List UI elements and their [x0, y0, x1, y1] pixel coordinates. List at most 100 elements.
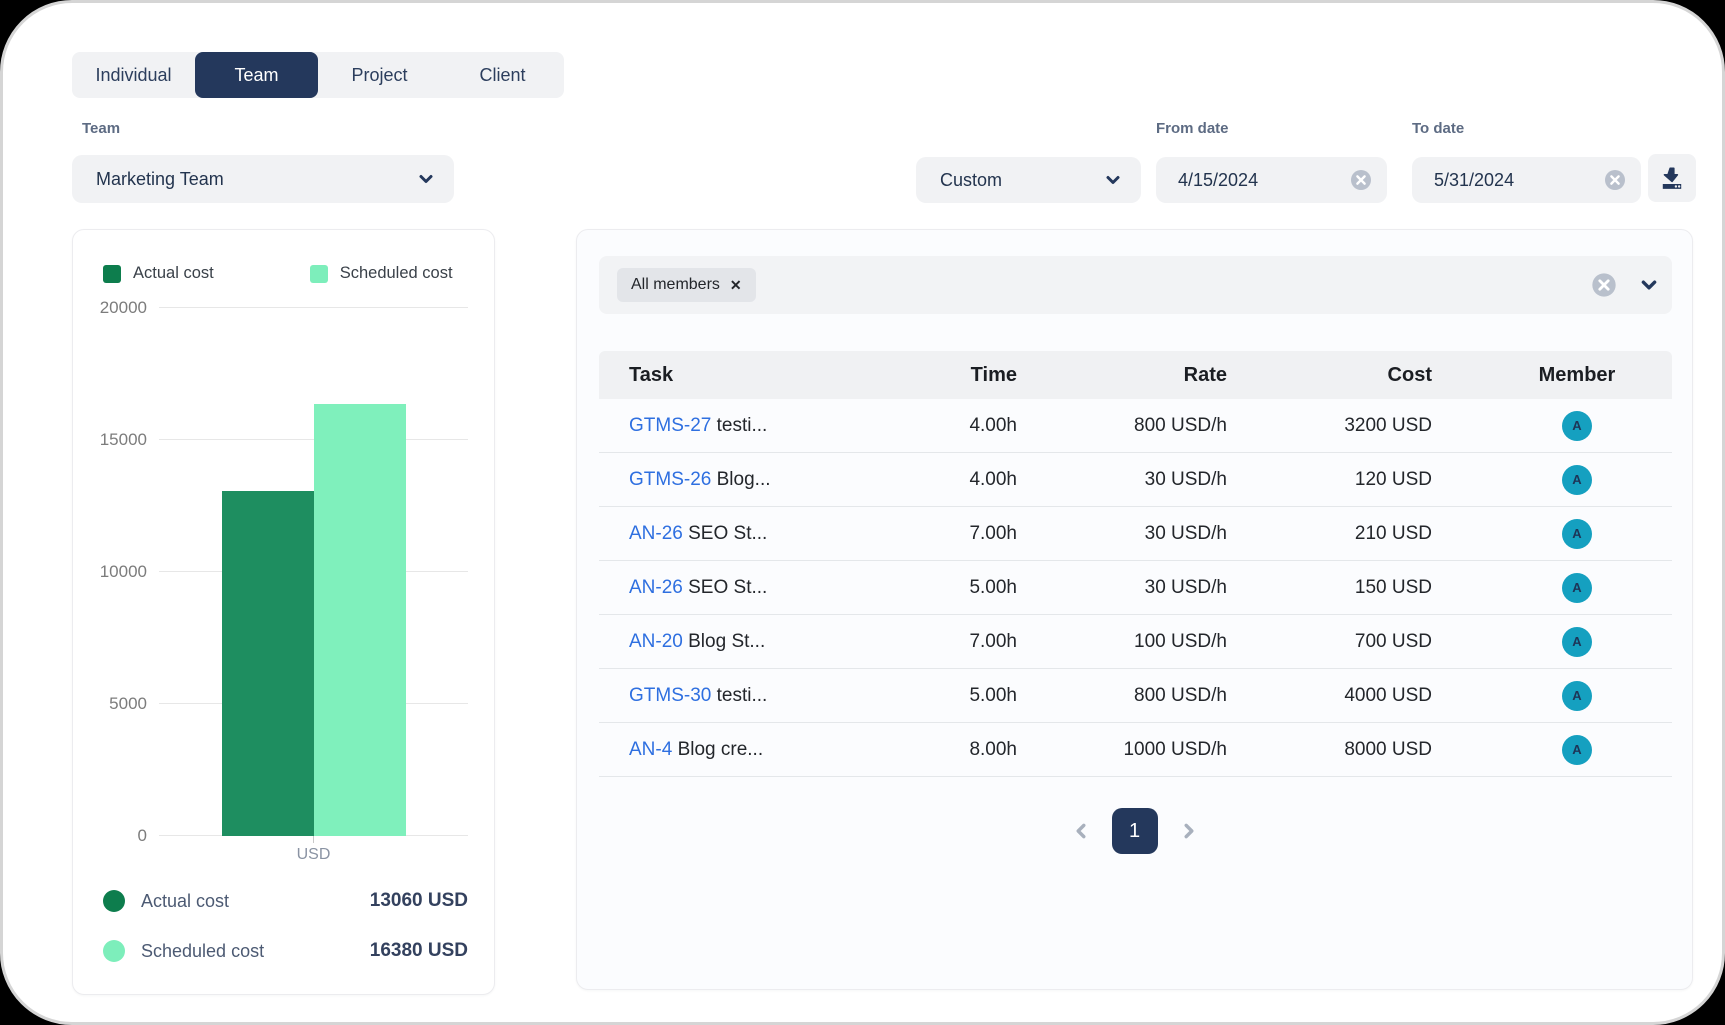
task-cell: AN-26 SEO St...	[599, 523, 867, 545]
task-title: SEO St...	[682, 522, 768, 544]
table-body: GTMS-27 testi... 4.00h 800 USD/h 3200 USD A G…	[599, 399, 1672, 777]
header-cost: Cost	[1387, 363, 1432, 386]
team-label: Team	[82, 120, 121, 137]
actual-cost-bar	[221, 491, 314, 836]
time-cell: 7.00h	[969, 630, 1017, 652]
time-cell: 7.00h	[969, 522, 1017, 544]
clear-from-date-icon[interactable]	[1349, 168, 1373, 192]
from-date-input[interactable]: 4/15/2024	[1156, 157, 1387, 203]
actual-cost-swatch	[103, 264, 121, 283]
chart-legend: Actual cost Scheduled cost	[103, 264, 453, 283]
next-page-icon[interactable]	[1180, 822, 1198, 840]
download-icon	[1662, 167, 1682, 189]
total-value: 13060 USD	[369, 890, 468, 911]
task-title: Blog cre...	[672, 738, 764, 760]
total-row-scheduled: Scheduled cost 16380 USD	[103, 926, 468, 976]
scheduled-cost-dot	[103, 940, 125, 962]
table-row: GTMS-26 Blog... 4.00h 30 USD/h 120 USD A	[599, 453, 1672, 507]
time-cell: 8.00h	[969, 738, 1017, 760]
cost-cell: 8000 USD	[1344, 738, 1432, 760]
range-select[interactable]: Custom	[916, 157, 1141, 203]
tab-client[interactable]: Client	[479, 65, 526, 85]
tab-team[interactable]: Team	[195, 52, 318, 98]
table-row: AN-26 SEO St... 7.00h 30 USD/h 210 USD A	[599, 507, 1672, 561]
clear-to-date-icon[interactable]	[1603, 168, 1627, 192]
task-link[interactable]: AN-4	[629, 738, 673, 760]
team-select-value: Marketing Team	[96, 168, 224, 189]
rate-cell: 100 USD/h	[1134, 630, 1227, 652]
to-date-label: To date	[1412, 120, 1465, 137]
members-filter-chip[interactable]: All members ✕	[617, 268, 756, 302]
cost-cell: 700 USD	[1354, 630, 1432, 652]
chip-remove-icon[interactable]: ✕	[729, 276, 742, 293]
avatar: A	[1562, 680, 1592, 711]
task-link[interactable]: AN-26	[629, 522, 683, 544]
member-cell: A	[1432, 410, 1672, 441]
scheduled-cost-swatch	[309, 264, 328, 283]
to-date-input[interactable]: 5/31/2024	[1412, 157, 1641, 203]
from-date-label: From date	[1156, 120, 1229, 137]
table-header-row: Task Time Rate Cost Member	[599, 351, 1672, 399]
cost-chart-card: Actual cost Scheduled cost 20000 15000 100…	[72, 229, 495, 995]
member-cell: A	[1432, 680, 1672, 711]
avatar: A	[1562, 734, 1592, 765]
member-cell: A	[1432, 518, 1672, 549]
task-table: Task Time Rate Cost Member GTMS-27 testi…	[599, 351, 1672, 777]
scheduled-cost-bar	[313, 403, 406, 836]
team-select[interactable]: Marketing Team	[72, 155, 454, 203]
task-title: testi...	[711, 684, 768, 706]
chevron-down-icon	[419, 175, 433, 183]
table-row: AN-4 Blog cre... 8.00h 1000 USD/h 8000 USD A	[599, 723, 1672, 777]
rate-cell: 800 USD/h	[1134, 414, 1227, 436]
x-axis-tick	[313, 836, 314, 843]
download-button[interactable]	[1648, 154, 1696, 202]
member-cell: A	[1432, 464, 1672, 495]
from-date-value: 4/15/2024	[1178, 169, 1259, 190]
total-label: Actual cost	[141, 890, 230, 911]
prev-page-icon[interactable]	[1072, 822, 1090, 840]
task-title: SEO St...	[682, 576, 768, 598]
task-link[interactable]: GTMS-30	[629, 684, 712, 706]
chevron-down-icon[interactable]	[1640, 276, 1658, 294]
member-cell: A	[1432, 734, 1672, 765]
range-select-value: Custom	[940, 169, 1003, 190]
y-tick-label: 15000	[99, 430, 147, 449]
task-link[interactable]: GTMS-27	[629, 414, 712, 436]
task-link[interactable]: AN-26	[629, 576, 683, 598]
table-row: GTMS-30 testi... 5.00h 800 USD/h 4000 USD A	[599, 669, 1672, 723]
task-link[interactable]: AN-20	[629, 630, 683, 652]
rate-cell: 30 USD/h	[1144, 522, 1227, 544]
actual-cost-dot	[103, 890, 125, 912]
task-cell: GTMS-30 testi...	[599, 685, 867, 707]
chevron-down-icon	[1106, 176, 1120, 184]
tab-individual[interactable]: Individual	[95, 65, 172, 85]
task-cell: AN-4 Blog cre...	[599, 739, 867, 761]
header-task: Task	[629, 363, 674, 386]
legend-label: Actual cost	[133, 264, 214, 282]
gridline-20000: 20000	[100, 298, 468, 317]
y-tick-label: 10000	[99, 562, 147, 581]
rate-cell: 1000 USD/h	[1123, 738, 1227, 760]
cost-cell: 210 USD	[1354, 522, 1432, 544]
header-member: Member	[1538, 363, 1616, 386]
time-cell: 4.00h	[969, 468, 1017, 490]
pagination: 1	[577, 808, 1692, 854]
total-label: Scheduled cost	[141, 940, 265, 961]
rate-cell: 30 USD/h	[1144, 576, 1227, 598]
task-title: testi...	[711, 414, 768, 436]
cost-cell: 3200 USD	[1344, 414, 1432, 436]
chip-label: All members	[631, 276, 720, 293]
clear-members-icon[interactable]	[1590, 271, 1618, 299]
page-button-1[interactable]: 1	[1111, 808, 1158, 854]
task-link[interactable]: GTMS-26	[629, 468, 712, 490]
y-tick-label: 20000	[99, 298, 147, 317]
members-filter-select[interactable]: All members ✕	[599, 256, 1672, 314]
legend-item-actual: Actual cost	[103, 264, 214, 283]
time-cell: 5.00h	[969, 684, 1017, 706]
avatar: A	[1562, 518, 1592, 549]
member-cell: A	[1432, 572, 1672, 603]
table-row: AN-20 Blog St... 7.00h 100 USD/h 700 USD A	[599, 615, 1672, 669]
time-cell: 4.00h	[969, 414, 1017, 436]
tab-project[interactable]: Project	[351, 65, 408, 85]
